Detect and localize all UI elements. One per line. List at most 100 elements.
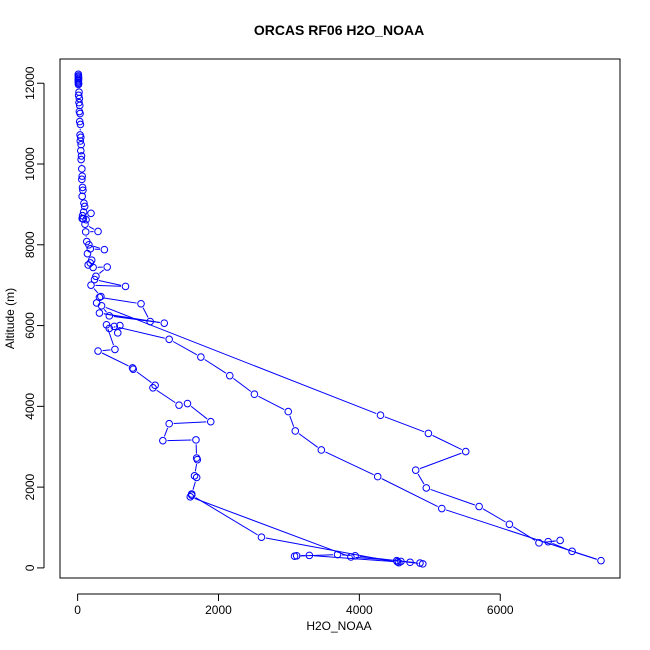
- data-point: [78, 165, 86, 173]
- series-segment: [190, 405, 208, 420]
- series-segment: [98, 280, 122, 286]
- data-point: [83, 249, 92, 258]
- data-point: [305, 551, 314, 560]
- data-point: [535, 539, 543, 547]
- data-point: [78, 192, 86, 201]
- data-point: [113, 329, 122, 337]
- plot-frame: [59, 58, 621, 579]
- series-segment: [102, 349, 111, 352]
- data-point: [418, 560, 427, 568]
- data-point: [89, 263, 97, 272]
- series-segment: [142, 307, 149, 318]
- x-tick-label: 4000: [346, 603, 373, 617]
- data-point: [81, 228, 90, 236]
- data-point: [392, 556, 401, 565]
- data-point: [292, 551, 301, 560]
- data-point: [151, 381, 159, 390]
- series-segment: [136, 371, 152, 384]
- series-segment: [172, 341, 198, 356]
- data-point: [146, 317, 154, 326]
- data-point: [95, 293, 104, 302]
- series-segment: [118, 326, 165, 339]
- data-point: [187, 491, 196, 500]
- data-point: [317, 446, 326, 454]
- series-layer: [74, 70, 605, 568]
- data-point: [77, 140, 85, 149]
- series-segment: [298, 433, 318, 448]
- data-point: [103, 263, 111, 271]
- data-point: [121, 282, 130, 291]
- data-point: [76, 133, 85, 142]
- series-segment: [88, 225, 95, 230]
- data-point: [186, 493, 195, 501]
- data-point: [406, 558, 414, 567]
- data-point: [149, 383, 157, 392]
- data-point: [74, 80, 83, 89]
- series-segment: [233, 377, 252, 392]
- series-segment: [430, 488, 476, 506]
- data-point: [284, 407, 293, 416]
- series-segment: [289, 415, 295, 427]
- data-point: [395, 558, 403, 567]
- data-point: [411, 466, 420, 474]
- data-point: [128, 364, 137, 372]
- data-point: [175, 401, 183, 409]
- series-segment: [265, 537, 395, 563]
- series-segment: [194, 497, 347, 556]
- series-segment: [194, 464, 198, 472]
- data-point: [250, 390, 259, 399]
- y-tick-label: 8000: [23, 231, 37, 258]
- y-axis-label: Altitude (m): [3, 288, 17, 349]
- data-point: [475, 502, 483, 511]
- data-point: [95, 309, 104, 317]
- series-segment: [103, 297, 137, 304]
- data-point: [110, 322, 119, 331]
- data-point: [291, 427, 300, 435]
- series-segment: [173, 421, 207, 424]
- data-point: [87, 209, 95, 218]
- series-segment: [381, 478, 438, 507]
- series-segment: [101, 352, 129, 367]
- data-point: [81, 220, 89, 228]
- series-segment: [192, 481, 196, 490]
- y-tick-label: 0: [23, 564, 37, 571]
- data-point: [84, 261, 92, 269]
- data-point: [80, 199, 88, 207]
- data-point: [74, 91, 83, 100]
- data-point: [97, 301, 106, 310]
- data-point: [505, 520, 514, 529]
- data-point: [77, 155, 85, 164]
- data-point: [77, 152, 86, 160]
- data-point: [556, 536, 564, 545]
- data-point: [373, 472, 382, 481]
- data-point: [257, 533, 266, 542]
- x-tick-label: 0: [74, 603, 81, 617]
- series-segment: [258, 395, 285, 410]
- data-point: [76, 146, 85, 155]
- data-point: [137, 299, 145, 308]
- series-segment: [167, 439, 192, 442]
- series-segment: [113, 326, 116, 328]
- series-segment: [445, 509, 597, 560]
- data-point: [87, 281, 95, 289]
- data-point: [422, 484, 431, 492]
- data-point: [102, 320, 111, 329]
- series-segment: [163, 427, 169, 437]
- y-tick-label: 4000: [23, 393, 37, 420]
- data-point: [129, 365, 138, 373]
- data-point: [75, 98, 83, 107]
- data-point: [351, 551, 359, 560]
- data-point: [78, 183, 87, 192]
- data-point: [76, 109, 84, 118]
- data-point: [78, 172, 86, 180]
- data-point: [437, 504, 446, 513]
- y-tick-label: 6000: [23, 312, 37, 339]
- series-segment: [93, 288, 99, 294]
- data-point: [159, 436, 167, 445]
- series-segment: [325, 451, 374, 476]
- series-segment: [156, 389, 176, 404]
- data-point: [75, 117, 84, 126]
- x-tick-label: 6000: [487, 603, 514, 617]
- series-segment: [99, 269, 105, 274]
